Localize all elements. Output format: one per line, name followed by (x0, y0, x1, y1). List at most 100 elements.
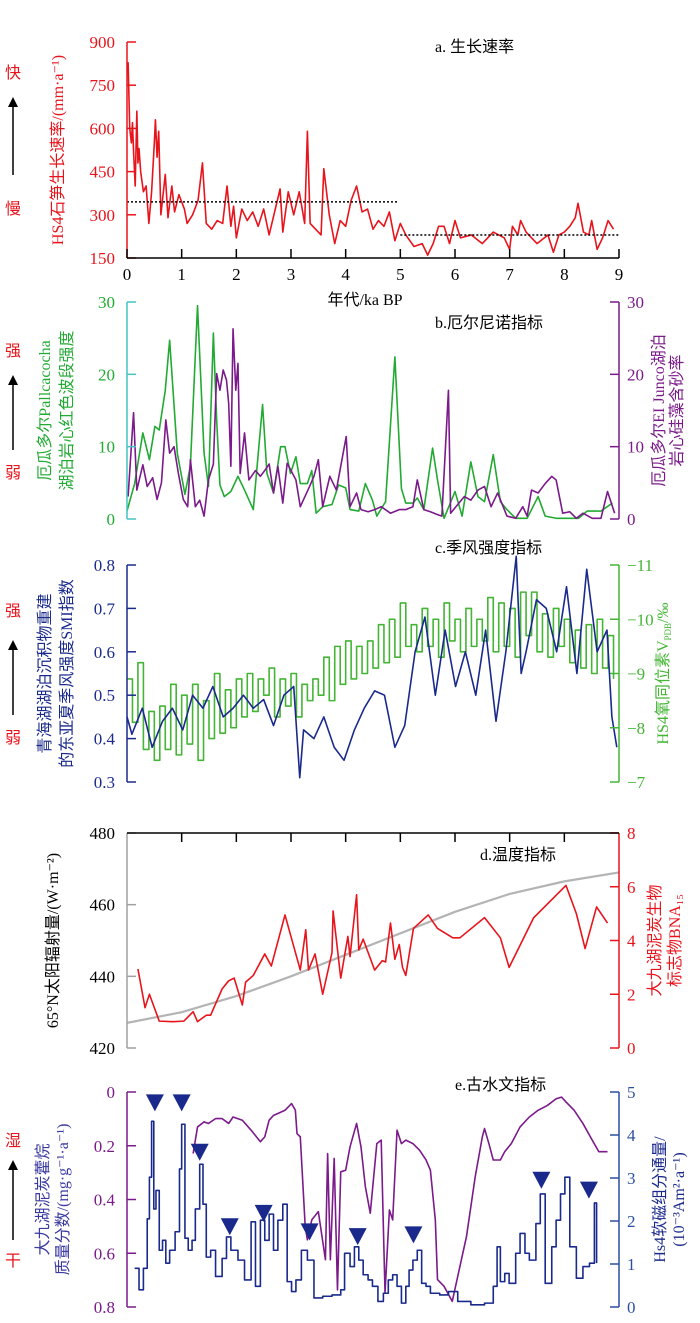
right-axis-title: (10⁻³Am²·a⁻¹) (671, 1152, 688, 1246)
right-tick-label: 2 (627, 1212, 636, 1231)
left-tick-label: 0.8 (94, 1298, 115, 1317)
x-tick-label: 3 (287, 265, 296, 284)
left-axis-title: 厄瓜多尔Pallcacocha (36, 340, 54, 480)
right-tick-label: 4 (627, 1126, 636, 1145)
series-pallcacocha-red-intensity (126, 304, 613, 520)
right-tick-label: −8 (627, 719, 645, 738)
right-tick-label: −10 (627, 610, 654, 629)
panel-title: d.温度指标 (480, 846, 556, 864)
left-axis-title: 大九湖泥炭藿烷 (34, 1143, 52, 1255)
right-tick-label: 3 (627, 1169, 636, 1188)
left-tick-label: 0.5 (94, 686, 115, 705)
indicator-top-label: 快 (5, 64, 21, 82)
left-tick-label: 0 (107, 1083, 116, 1102)
left-tick-label: 450 (90, 163, 116, 182)
left-tick-label: 600 (90, 119, 116, 138)
right-axis-title: 标志物BNA₁₅ (666, 894, 684, 987)
right-tick-label: −11 (627, 556, 653, 575)
right-tick-label: 30 (627, 293, 644, 312)
down-triangle-marker (532, 1171, 551, 1189)
x-tick-label: 2 (232, 265, 241, 284)
indicator-top-label: 强 (5, 603, 21, 620)
right-tick-label: 10 (627, 438, 644, 457)
down-triangle-marker (220, 1218, 239, 1236)
left-tick-label: 150 (90, 249, 116, 268)
down-triangle-marker (579, 1181, 598, 1199)
x-tick-label: 9 (615, 265, 624, 284)
left-axis-title: HS4石笋生长速率/(mm·a⁻¹) (49, 55, 67, 245)
left-tick-label: 0.6 (94, 643, 115, 662)
indicator-bottom-label: 弱 (5, 729, 21, 747)
right-axis-title: 岩心硅藻含砂率 (668, 354, 686, 466)
right-axis-title: 大九湖泥炭生物 (646, 884, 664, 996)
indicator-bottom-label: 弱 (5, 464, 21, 482)
panel-d: 420 440 460 480 65°N太阳辐射量/(W·m⁻²) 0 2 4 6 8 大九湖泥炭生… (44, 824, 684, 1058)
x-tick-label: 6 (451, 265, 460, 284)
x-tick-label: 5 (396, 265, 405, 284)
left-tick-label: 0.2 (94, 1137, 115, 1156)
x-tick-label: 0 (123, 265, 132, 284)
right-tick-label: 1 (627, 1255, 636, 1274)
left-tick-label: 0.6 (94, 1244, 115, 1263)
right-axis-title: Hs4软磁组分通量/ (651, 1136, 669, 1263)
right-tick-label: 4 (627, 932, 636, 951)
x-axis-title: 年代/ka BP (327, 291, 402, 309)
left-tick-label: 460 (90, 896, 116, 915)
left-tick-label: 0.3 (94, 773, 115, 792)
indicator-top-label: 湿 (5, 1132, 21, 1150)
left-axis-title: 的东亚夏季风强度SMI指数 (58, 579, 76, 767)
down-triangle-marker (404, 1226, 423, 1244)
series-el-junco-sand-content (127, 327, 616, 520)
series-hs4-growth-rate (127, 62, 615, 256)
left-axis-title: 青海湖湖泊沉积物重建 (36, 593, 54, 753)
down-triangle-marker (300, 1223, 319, 1241)
right-tick-label: 8 (627, 824, 636, 843)
arrow-head-icon (8, 1160, 18, 1170)
series-hs4-soft-magnetic-flux (134, 1120, 598, 1306)
left-tick-label: 0.7 (94, 599, 116, 618)
left-tick-label: 0 (107, 510, 116, 529)
down-triangle-marker (254, 1204, 273, 1222)
panel-title: e.古水文指标 (455, 1076, 546, 1094)
right-axis-title-main: HS4氧同位素V (654, 640, 672, 744)
right-tick-label: −9 (627, 665, 645, 684)
panel-title: c.季风强度指标 (435, 539, 542, 557)
x-tick-label: 8 (560, 265, 569, 284)
right-tick-label: 6 (627, 878, 636, 897)
indicator-top-label: 强 (5, 343, 21, 360)
right-tick-label: 20 (627, 365, 644, 384)
left-tick-label: 300 (90, 206, 116, 225)
panel-title: a. 生长速率 (435, 38, 514, 56)
series-qinghai-lake-smi (126, 555, 618, 779)
arrow-head-icon (8, 640, 18, 650)
left-axis-title: 65°N太阳辐射量/(W·m⁻²) (44, 853, 62, 1028)
left-tick-label: 0.8 (94, 556, 115, 575)
left-tick-label: 480 (90, 824, 116, 843)
panel-c: 0.3 0.4 0.5 0.6 0.7 0.8 青海湖湖泊沉积物重建 的东亚夏季风强度SMI指… (5, 539, 673, 792)
panel-e: 0 0.2 0.4 0.6 0.8 大九湖泥炭藿烷 质量分数/(mg·g⁻¹·a⁻¹) 0 1 2… (5, 1076, 688, 1317)
down-triangle-marker (172, 1094, 191, 1112)
panel-title: b.厄尔尼诺指标 (435, 314, 543, 332)
left-tick-label: 440 (90, 967, 116, 986)
series-dajiuhu-hopane (192, 1096, 608, 1303)
series-65-n-insolation (126, 871, 620, 1024)
left-tick-label: 20 (98, 365, 115, 384)
right-tick-label: 0 (627, 1039, 636, 1058)
x-tick-label: 1 (177, 265, 186, 284)
left-tick-label: 420 (90, 1039, 116, 1058)
x-tick-label: 4 (341, 265, 350, 284)
indicator-bottom-label: 干 (5, 1253, 21, 1270)
left-axis-title: 湖泊岩心红色波段强度 (58, 330, 76, 490)
arrow-head-icon (8, 97, 18, 107)
left-tick-label: 0.4 (94, 1191, 116, 1210)
left-tick-label: 10 (98, 438, 115, 457)
right-axis-title: 厄瓜多尔EI Junco湖泊 (650, 334, 668, 486)
arrow-head-icon (8, 375, 18, 385)
left-tick-label: 0.4 (94, 730, 116, 749)
left-axis-title: 质量分数/(mg·g⁻¹·a⁻¹) (54, 1124, 72, 1276)
indicator-bottom-label: 慢 (5, 200, 21, 218)
right-tick-label: 5 (627, 1083, 636, 1102)
down-triangle-marker (190, 1143, 209, 1161)
series-dajiuhu-bna15 (137, 884, 609, 1023)
